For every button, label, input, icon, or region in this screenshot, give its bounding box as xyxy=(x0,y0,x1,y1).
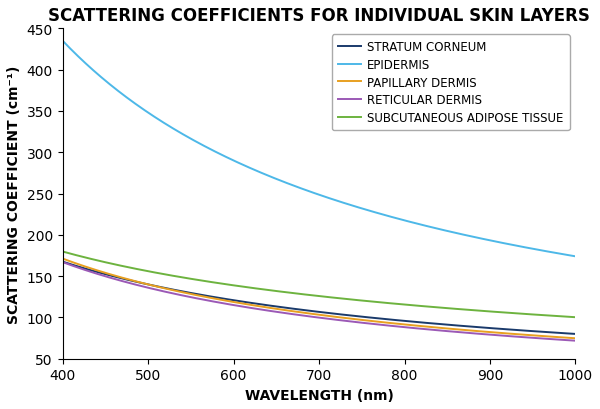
Title: SCATTERING COEFFICIENTS FOR INDIVIDUAL SKIN LAYERS: SCATTERING COEFFICIENTS FOR INDIVIDUAL S… xyxy=(48,7,590,25)
STRATUM CORNEUM xyxy=(291,307,298,312)
PAPILLARY DERMIS xyxy=(572,336,579,341)
EPIDERMIS xyxy=(401,218,409,223)
SUBCUTANEOUS ADIPOSE TISSUE xyxy=(150,270,157,275)
EPIDERMIS xyxy=(59,39,66,44)
SUBCUTANEOUS ADIPOSE TISSUE xyxy=(59,249,66,254)
Legend: STRATUM CORNEUM, EPIDERMIS, PAPILLARY DERMIS, RETICULAR DERMIS, SUBCUTANEOUS ADI: STRATUM CORNEUM, EPIDERMIS, PAPILLARY DE… xyxy=(332,35,569,130)
Line: PAPILLARY DERMIS: PAPILLARY DERMIS xyxy=(62,259,575,338)
PAPILLARY DERMIS xyxy=(361,318,368,323)
PAPILLARY DERMIS xyxy=(59,256,66,261)
RETICULAR DERMIS xyxy=(401,325,409,330)
STRATUM CORNEUM xyxy=(191,292,198,297)
RETICULAR DERMIS xyxy=(59,260,66,265)
EPIDERMIS xyxy=(291,184,298,189)
Y-axis label: SCATTERING COEFFICIENT (cm⁻¹): SCATTERING COEFFICIENT (cm⁻¹) xyxy=(7,65,21,323)
RETICULAR DERMIS xyxy=(191,296,198,301)
PAPILLARY DERMIS xyxy=(445,326,452,331)
Line: SUBCUTANEOUS ADIPOSE TISSUE: SUBCUTANEOUS ADIPOSE TISSUE xyxy=(62,252,575,317)
RETICULAR DERMIS xyxy=(445,329,452,334)
PAPILLARY DERMIS xyxy=(191,292,198,297)
SUBCUTANEOUS ADIPOSE TISSUE xyxy=(361,299,368,303)
SUBCUTANEOUS ADIPOSE TISSUE xyxy=(572,315,579,320)
STRATUM CORNEUM xyxy=(150,283,157,288)
Line: EPIDERMIS: EPIDERMIS xyxy=(62,42,575,257)
PAPILLARY DERMIS xyxy=(401,322,409,327)
EPIDERMIS xyxy=(150,115,157,119)
STRATUM CORNEUM xyxy=(361,315,368,320)
Line: STRATUM CORNEUM: STRATUM CORNEUM xyxy=(62,262,575,334)
RETICULAR DERMIS xyxy=(150,287,157,292)
STRATUM CORNEUM xyxy=(572,332,579,337)
STRATUM CORNEUM xyxy=(59,260,66,265)
RETICULAR DERMIS xyxy=(361,321,368,326)
PAPILLARY DERMIS xyxy=(150,283,157,288)
SUBCUTANEOUS ADIPOSE TISSUE xyxy=(291,291,298,296)
Line: RETICULAR DERMIS: RETICULAR DERMIS xyxy=(62,263,575,341)
EPIDERMIS xyxy=(572,254,579,259)
STRATUM CORNEUM xyxy=(445,323,452,328)
RETICULAR DERMIS xyxy=(291,312,298,317)
X-axis label: WAVELENGTH (nm): WAVELENGTH (nm) xyxy=(245,388,394,402)
SUBCUTANEOUS ADIPOSE TISSUE xyxy=(191,277,198,282)
STRATUM CORNEUM xyxy=(401,319,409,324)
SUBCUTANEOUS ADIPOSE TISSUE xyxy=(401,302,409,307)
EPIDERMIS xyxy=(191,139,198,144)
EPIDERMIS xyxy=(445,229,452,234)
EPIDERMIS xyxy=(361,207,368,212)
RETICULAR DERMIS xyxy=(572,338,579,343)
PAPILLARY DERMIS xyxy=(291,309,298,314)
SUBCUTANEOUS ADIPOSE TISSUE xyxy=(445,306,452,311)
